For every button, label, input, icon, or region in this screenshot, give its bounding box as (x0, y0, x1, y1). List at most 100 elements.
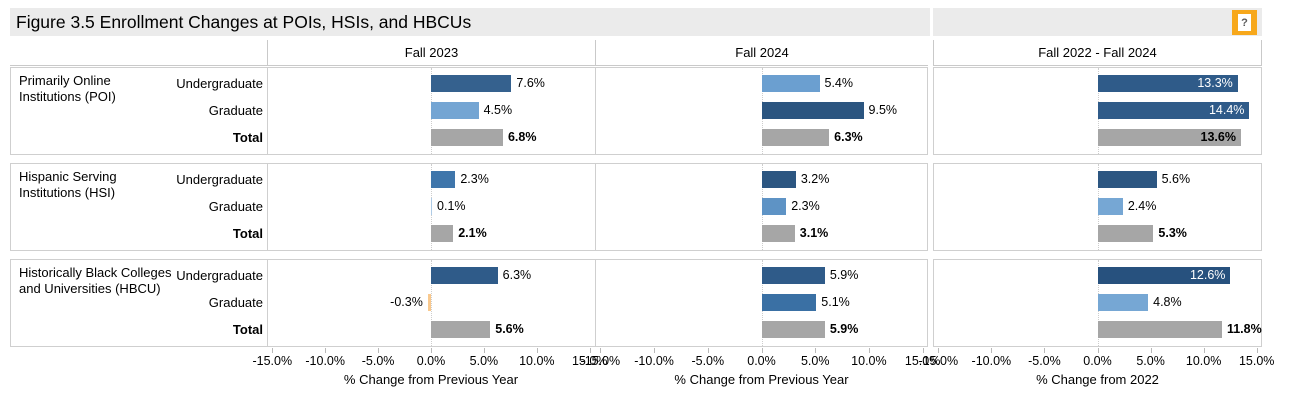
x-axis-tick (1044, 348, 1046, 353)
bar-value-label: 5.6% (495, 322, 524, 336)
bar-value-label: 2.3% (791, 199, 820, 213)
x-axis-tick-label: -10.0% (971, 354, 1012, 368)
bar-mark[interactable] (431, 198, 433, 215)
bar-value-label: 2.3% (460, 172, 489, 186)
x-axis-tick-label: 10.0% (851, 354, 887, 368)
bar-value-label: 5.4% (824, 76, 854, 90)
divider (595, 260, 596, 346)
row-label-undergraduate: Undergraduate (176, 76, 263, 91)
bar-mark[interactable] (431, 171, 456, 188)
bar-mark[interactable] (431, 267, 498, 284)
row-label-graduate: Graduate (208, 295, 263, 310)
bar-mark[interactable] (431, 321, 491, 338)
bar-value-label: 12.6% (1189, 268, 1226, 282)
help-button[interactable]: ? (1232, 10, 1257, 35)
bar-mark[interactable] (1097, 294, 1149, 311)
bar-value-label: 7.6% (516, 76, 545, 90)
group-label-hbcu: Historically Black Colleges and Universi… (19, 265, 172, 296)
x-axis-tick (536, 348, 538, 353)
x-axis-tick (761, 348, 763, 353)
column-header-fall-2023: Fall 2023 (267, 40, 595, 65)
column-header-fall-2024: Fall 2024 (595, 40, 928, 65)
bar-mark[interactable] (1097, 102, 1250, 119)
bar-mark[interactable] (1097, 225, 1154, 242)
bar-mark[interactable] (431, 75, 512, 92)
x-axis-tick-label: -15.0% (580, 354, 621, 368)
bar-mark[interactable] (761, 321, 825, 338)
bar-mark[interactable] (431, 225, 454, 242)
column-header-row: Fall 2023 Fall 2024 (10, 40, 928, 66)
chart-hbcu-fall-2024: 5.9% 5.1% 5.9% (595, 260, 928, 346)
x-axis-tick (1256, 348, 1258, 353)
chart-hsi-fall-2024: 3.2% 2.3% 3.1% (595, 164, 928, 250)
bar-mark[interactable] (1097, 75, 1238, 92)
x-axis-tick (1097, 348, 1099, 353)
bar-value-label: 2.1% (458, 226, 487, 240)
row-label-total: Total (232, 322, 263, 337)
bar-mark[interactable] (761, 102, 864, 119)
row-group-hsi: Hispanic Serving Institutions (HSI) Unde… (10, 163, 928, 251)
bar-mark[interactable] (761, 225, 795, 242)
row-label-total: Total (232, 130, 263, 145)
bar-value-label: 11.8% (1226, 322, 1262, 336)
x-axis-title: % Change from Previous Year (343, 372, 519, 387)
chart-hbcu-fall-2022-2024: 12.6% 4.8% 11.8% (934, 260, 1262, 346)
help-bar: ? (933, 8, 1262, 36)
bar-mark[interactable] (761, 198, 787, 215)
x-axis-tick (483, 348, 485, 353)
chart-poi-fall-2024: 5.4% 9.5% 6.3% (595, 68, 928, 154)
bar-mark[interactable] (431, 102, 479, 119)
row-group-hbcu: Historically Black Colleges and Universi… (10, 259, 928, 347)
x-axis-tick-label: -5.0% (1028, 354, 1061, 368)
bar-mark[interactable] (761, 129, 830, 146)
x-axis-tick-label: -10.0% (634, 354, 674, 368)
bar-value-label: 5.6% (1161, 172, 1191, 186)
chart-hsi-fall-2022-2024: 5.6% 2.4% 5.3% (934, 164, 1261, 250)
x-axis-fall-2024: % Change from Previous Year -15.0% -10.0%… (581, 348, 940, 392)
bar-value-label: 4.5% (483, 103, 513, 117)
x-axis-tick-label: 0.0% (1083, 354, 1112, 368)
x-axis-tick (938, 348, 940, 353)
divider (267, 164, 268, 250)
x-axis-tick-label: 15.0% (904, 354, 941, 368)
row-group-poi-right: 13.3% 14.4% 13.6% (933, 67, 1262, 155)
x-axis-tick-label: 0.0% (747, 354, 776, 368)
divider (595, 164, 596, 250)
group-label-hsi: Hispanic Serving Institutions (HSI) (19, 169, 117, 200)
bar-mark[interactable] (1097, 321, 1222, 338)
column-header-fall-2022-2024: Fall 2022 - Fall 2024 (1038, 45, 1157, 60)
x-axis-tick (868, 348, 870, 353)
chart-poi-fall-2023: 7.6% 4.5% 6.8% (267, 68, 595, 154)
row-label-undergraduate: Undergraduate (176, 268, 263, 283)
bar-mark[interactable] (761, 294, 817, 311)
figure-title-bar: Figure 3.5 Enrollment Changes at POIs, H… (10, 8, 930, 36)
x-axis-tick-label: 10.0% (1185, 354, 1222, 368)
x-axis-tick (272, 348, 274, 353)
bar-mark[interactable] (1097, 267, 1231, 284)
bar-value-label: 3.1% (799, 226, 829, 240)
x-axis-tick (431, 348, 432, 353)
row-label-graduate: Graduate (208, 199, 263, 214)
x-axis-tick (654, 348, 656, 353)
x-axis-tick-label: 15.0% (1238, 354, 1275, 368)
bar-mark[interactable] (761, 171, 796, 188)
bar-mark[interactable] (1097, 129, 1241, 146)
row-label-total: Total (232, 226, 263, 241)
x-axis-title: % Change from Previous Year (674, 372, 849, 387)
bar-mark[interactable] (761, 267, 825, 284)
x-axis-tick-label: 5.0% (800, 354, 830, 368)
bar-mark[interactable] (431, 129, 503, 146)
x-axis-tick (378, 348, 380, 353)
bar-mark[interactable] (427, 294, 431, 311)
bar-value-label: -0.3% (390, 295, 423, 309)
bar-value-label: 5.9% (829, 322, 859, 336)
bar-value-label: 5.3% (1158, 226, 1187, 240)
x-axis-tick (815, 348, 817, 353)
bar-mark[interactable] (1097, 171, 1157, 188)
bar-mark[interactable] (761, 75, 820, 92)
x-axis-tick-label: 0.0% (416, 354, 446, 368)
x-axis-tick-label: -5.0% (691, 354, 725, 368)
bar-value-label: 9.5% (868, 103, 898, 117)
x-axis-tick-label: 5.0% (469, 354, 499, 368)
bar-mark[interactable] (1097, 198, 1123, 215)
